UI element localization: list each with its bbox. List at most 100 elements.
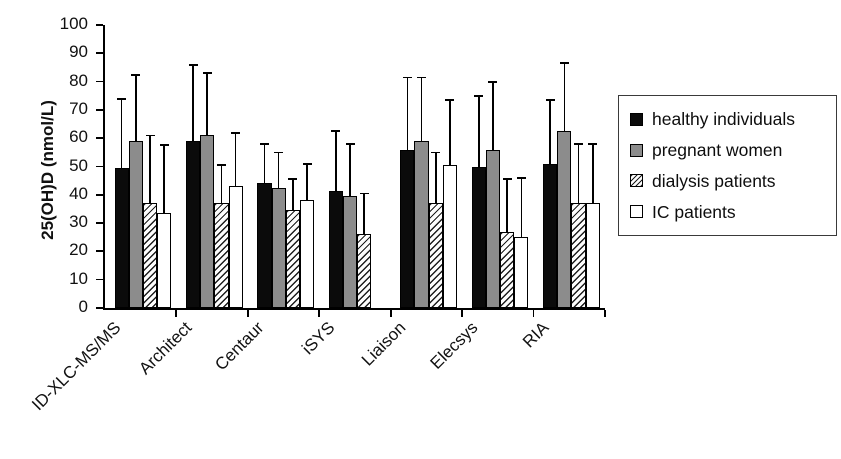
y-axis-tick bbox=[96, 52, 103, 55]
error-bar-cap bbox=[117, 97, 127, 100]
error-bar-line bbox=[220, 165, 223, 204]
y-tick-label: 80 bbox=[69, 70, 88, 90]
bar-black-RIA bbox=[543, 163, 558, 308]
error-bar-cap bbox=[559, 62, 569, 65]
bar-black-iSYS bbox=[328, 190, 343, 308]
legend-item: dialysis patients bbox=[630, 171, 830, 191]
error-bar-cap bbox=[431, 151, 441, 154]
error-bar-line bbox=[506, 179, 508, 232]
error-bar-cap bbox=[188, 63, 198, 66]
bar-hatch-ID-XLC-MS/MS bbox=[142, 203, 158, 308]
y-tick-label: 30 bbox=[69, 212, 88, 232]
y-axis-tick bbox=[96, 222, 103, 224]
x-category-label-iSYS: iSYS bbox=[298, 318, 339, 359]
error-bar-cap bbox=[402, 76, 412, 79]
error-bar-cap bbox=[202, 72, 212, 75]
error-bar-cap bbox=[502, 178, 512, 181]
bar-gray-Architect bbox=[200, 135, 215, 308]
bar-black-Liaison bbox=[400, 149, 415, 308]
error-bar-cap bbox=[474, 94, 484, 97]
bar-black-Elecsys bbox=[471, 166, 486, 308]
error-bar-line bbox=[234, 132, 237, 187]
y-axis-tick bbox=[96, 307, 103, 309]
x-category-label-Architect: Architect bbox=[135, 318, 196, 379]
error-bar-line bbox=[549, 100, 551, 164]
bar-black-Centaur bbox=[257, 183, 272, 308]
bar-gray-Liaison bbox=[414, 141, 429, 308]
error-bar-line bbox=[434, 152, 437, 204]
bar-white-Liaison bbox=[442, 165, 457, 308]
y-axis-tick bbox=[96, 165, 103, 168]
bar-gray-ID-XLC-MS/MS bbox=[128, 141, 143, 308]
error-bar-cap bbox=[302, 162, 312, 165]
error-bar-line bbox=[563, 63, 566, 132]
legend-label: dialysis patients bbox=[652, 170, 776, 191]
x-category-label-Centaur: Centaur bbox=[210, 318, 267, 375]
error-bar-line bbox=[135, 74, 137, 142]
x-axis-tick bbox=[246, 310, 249, 317]
legend: healthy individuals pregnant women dialysi… bbox=[618, 95, 837, 236]
legend-swatch-gray-icon bbox=[630, 143, 643, 157]
bar-white-RIA bbox=[585, 203, 600, 308]
y-tick-label: 40 bbox=[69, 183, 88, 203]
bar-hatch-RIA bbox=[571, 203, 586, 308]
error-bar-line bbox=[277, 152, 280, 188]
error-bar-cap bbox=[231, 131, 241, 134]
error-bar-line bbox=[306, 163, 308, 201]
error-bar-line bbox=[349, 143, 351, 197]
legend-label: healthy individuals bbox=[652, 109, 796, 130]
y-tick-label: 20 bbox=[69, 240, 88, 260]
legend-label: pregnant women bbox=[652, 140, 783, 161]
error-bar-cap bbox=[574, 143, 584, 145]
error-bar-cap bbox=[345, 143, 355, 145]
legend-item: IC patients bbox=[630, 202, 830, 222]
error-bar-cap bbox=[274, 151, 284, 154]
y-tick-label: 60 bbox=[69, 127, 88, 147]
y-tick-label: 70 bbox=[69, 98, 88, 118]
error-bar-cap bbox=[131, 73, 141, 76]
bar-gray-RIA bbox=[557, 131, 572, 308]
x-axis-tick bbox=[532, 310, 535, 317]
bar-black-Architect bbox=[185, 141, 201, 308]
bar-hatch-Elecsys bbox=[500, 231, 515, 308]
error-bar-line bbox=[591, 143, 594, 204]
y-tick-label: 100 bbox=[59, 14, 88, 33]
legend-item: pregnant women bbox=[630, 140, 830, 160]
x-axis-tick bbox=[389, 310, 392, 317]
error-bar-line bbox=[263, 143, 266, 184]
error-bar-line bbox=[577, 143, 580, 204]
error-bar-line bbox=[149, 135, 151, 204]
bar-white-Architect bbox=[228, 186, 243, 308]
bar-hatch-iSYS bbox=[357, 234, 372, 308]
x-category-label-Elecsys: Elecsys bbox=[426, 318, 482, 373]
error-bar-cap bbox=[259, 143, 269, 145]
bar-gray-Centaur bbox=[271, 187, 286, 308]
error-bar-line bbox=[335, 131, 337, 191]
bar-black-ID-XLC-MS/MS bbox=[114, 167, 129, 308]
x-category-label-Liaison: Liaison bbox=[358, 318, 410, 370]
y-tick-label: 10 bbox=[69, 268, 88, 288]
error-bar-line bbox=[420, 77, 423, 142]
error-bar-line bbox=[192, 64, 194, 142]
plot-area bbox=[96, 24, 606, 317]
bar-hatch-Centaur bbox=[285, 210, 300, 308]
bar-gray-Elecsys bbox=[485, 149, 501, 308]
error-bar-line bbox=[492, 81, 494, 150]
legend-item: healthy individuals bbox=[630, 109, 830, 129]
y-axis-tick bbox=[96, 250, 103, 253]
y-tick-label: 90 bbox=[69, 42, 88, 62]
error-bar-cap bbox=[488, 80, 498, 83]
error-bar-cap bbox=[145, 134, 155, 137]
y-axis-tick bbox=[96, 278, 103, 281]
y-axis-tick bbox=[96, 24, 103, 26]
x-category-label-RIA: RIA bbox=[519, 318, 553, 352]
error-bar-cap bbox=[545, 99, 555, 101]
error-bar-cap bbox=[331, 130, 341, 133]
x-category-label-ID-XLC-MS/MS: ID-XLC-MS/MS bbox=[27, 318, 125, 415]
x-axis-tick bbox=[604, 310, 606, 317]
legend-swatch-white-icon bbox=[630, 205, 643, 219]
bar-gray-iSYS bbox=[342, 196, 358, 308]
legend-swatch-black-icon bbox=[630, 112, 643, 126]
error-bar-cap bbox=[588, 143, 598, 145]
